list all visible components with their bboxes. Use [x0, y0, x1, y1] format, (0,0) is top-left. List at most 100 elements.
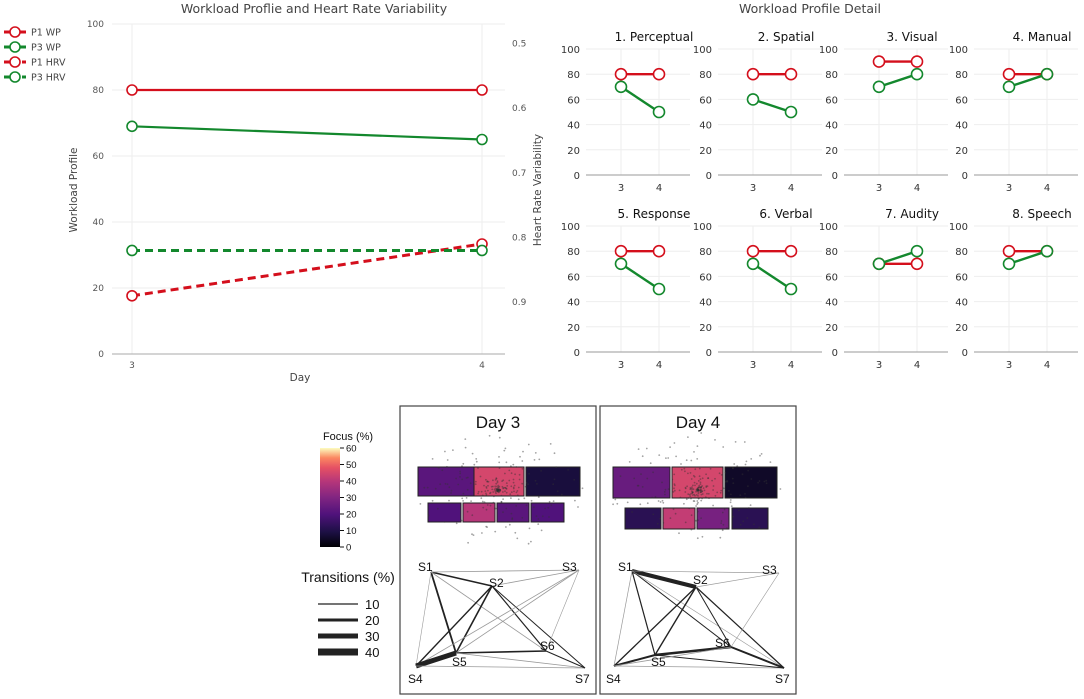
gaze-point — [517, 486, 520, 489]
gaze-point — [703, 489, 706, 492]
gaze-point — [697, 491, 700, 493]
gaze-point — [669, 517, 672, 519]
gaze-point — [527, 542, 530, 545]
gaze-point — [690, 459, 693, 462]
detail-series-point-p3 — [1040, 244, 1054, 258]
gaze-point — [732, 482, 735, 485]
gaze-point — [512, 463, 515, 466]
gaze-point — [699, 478, 702, 480]
gaze-point — [720, 474, 723, 476]
colorbar-tick-label: 40 — [346, 477, 357, 488]
gaze-point — [698, 497, 700, 500]
main-chart-title: Workload Proflie and Heart Rate Variabil… — [181, 1, 448, 16]
gaze-point — [499, 489, 501, 491]
gaze-point — [448, 499, 450, 502]
gaze-point — [494, 490, 497, 493]
gaze-point — [758, 480, 761, 482]
gaze-point — [486, 480, 489, 483]
gaze-point — [541, 515, 544, 518]
gaze-point — [637, 448, 640, 450]
gaze-point — [443, 521, 446, 523]
detail-y-tick-label: 80 — [567, 70, 580, 81]
gaze-point — [697, 495, 699, 497]
gaze-point — [654, 495, 657, 498]
transition-edge — [631, 570, 732, 648]
gaze-point — [496, 489, 499, 491]
gaze-point — [707, 477, 710, 479]
detail-panel: 2. Spatial 0 20 40 60 80 100 3 4 — [693, 30, 822, 194]
transition-edge — [545, 650, 586, 669]
gaze-point — [684, 486, 687, 489]
gaze-point — [515, 505, 518, 507]
gaze-point — [667, 457, 670, 459]
gaze-point — [700, 486, 702, 489]
detail-y-tick-label: 100 — [949, 222, 968, 233]
gaze-point — [505, 488, 508, 490]
gaze-point — [497, 489, 499, 491]
series-point-p1-wp — [126, 84, 138, 96]
colorbar-ticks: 60 50 40 30 20 10 0 — [340, 444, 357, 554]
gaze-point — [724, 480, 727, 483]
gaze-point — [730, 505, 733, 508]
gaze-point — [497, 489, 500, 491]
gaze-point — [499, 489, 502, 492]
transition-legend-label: 10 — [365, 597, 379, 612]
colorbar-tick-label: 60 — [346, 444, 357, 455]
gaze-point — [460, 519, 463, 522]
gaze-point — [522, 450, 524, 453]
detail-series-point-p1 — [652, 67, 666, 81]
legend-swatch-marker — [9, 26, 21, 38]
detail-y-tick-label: 20 — [955, 323, 968, 334]
detail-series-point-p1 — [1002, 67, 1016, 81]
gaze-point — [707, 477, 709, 480]
gaze-point — [540, 470, 542, 472]
day-panel-title: Day 3 — [476, 413, 520, 432]
detail-panel: 6. Verbal 0 20 40 60 80 100 3 4 — [693, 207, 822, 371]
detail-x-tick-label: 4 — [914, 360, 920, 371]
detail-y-tick-label: 100 — [693, 222, 712, 233]
detail-y-tick-label: 20 — [567, 323, 580, 334]
gaze-point — [532, 506, 535, 509]
detail-y-tick-label: 100 — [819, 45, 838, 56]
gaze-point — [573, 478, 576, 481]
gaze-point — [496, 485, 498, 488]
gaze-point — [671, 478, 674, 481]
detail-y-tick-label: 20 — [567, 146, 580, 157]
gaze-point — [697, 488, 699, 491]
gaze-point — [466, 510, 469, 513]
main-chart: Workload Proflie and Heart Rate Variabil… — [4, 1, 544, 384]
gaze-point — [694, 527, 696, 529]
detail-y-tick-label: 60 — [955, 95, 968, 106]
gaze-point — [459, 472, 462, 475]
detail-panel: 5. Response 0 20 40 60 80 100 3 4 — [561, 207, 691, 371]
gaze-point — [747, 485, 749, 488]
gaze-point — [508, 479, 511, 482]
gaze-point — [696, 490, 699, 492]
transition-edge — [455, 569, 580, 654]
gaze-point — [455, 522, 458, 525]
gaze-point — [527, 483, 529, 485]
gaze-point — [712, 504, 714, 507]
gaze-point — [574, 499, 576, 502]
transition-edge — [654, 654, 785, 669]
main-chart-grid — [112, 23, 505, 355]
gaze-point — [502, 511, 504, 514]
gaze-point — [705, 473, 707, 476]
gaze-point — [528, 472, 530, 475]
gaze-point — [697, 489, 699, 491]
gaze-point — [674, 512, 677, 515]
transition-legend-label: 30 — [365, 629, 379, 644]
gaze-point — [483, 501, 486, 503]
gaze-point — [497, 486, 500, 488]
gaze-point — [711, 479, 713, 482]
gaze-point — [697, 489, 700, 492]
gaze-point — [693, 493, 696, 496]
series-line-p3-wp — [131, 125, 483, 141]
gaze-point — [759, 454, 761, 457]
gaze-point — [504, 486, 507, 489]
gaze-point — [479, 475, 482, 478]
gaze-point — [737, 509, 740, 512]
transition-edge — [631, 568, 697, 590]
gaze-point — [652, 471, 654, 474]
